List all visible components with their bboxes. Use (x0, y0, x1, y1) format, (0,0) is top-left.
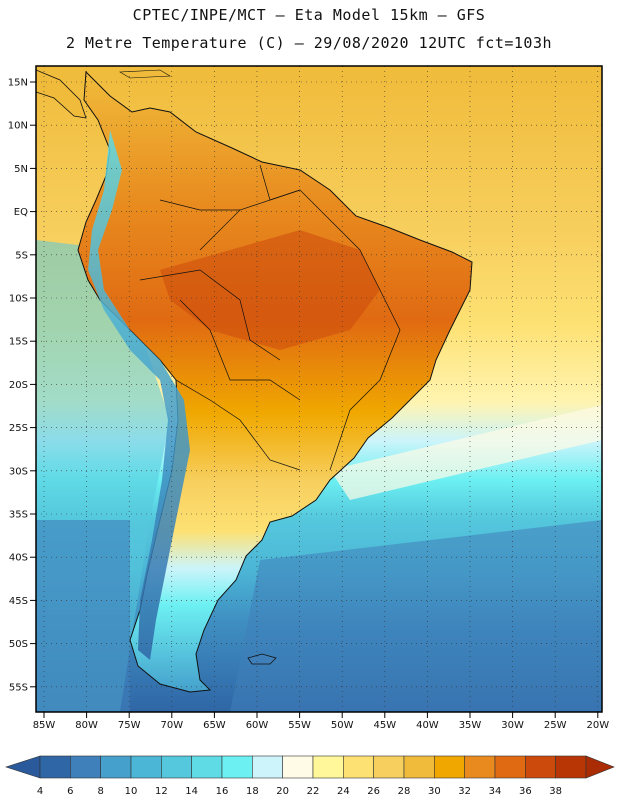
colorbar-swatch (221, 755, 253, 779)
lat-label: 5N (14, 164, 28, 175)
lon-label: 65W (203, 720, 226, 731)
lon-label: 30W (501, 720, 524, 731)
map-frame (35, 65, 603, 713)
colorbar-swatch (464, 755, 496, 779)
colorbar-tick-label: 20 (276, 786, 289, 797)
caribbean-islands (118, 69, 172, 79)
andes-cold-strip (88, 130, 190, 660)
lat-label: 45S (9, 596, 28, 607)
lon-label: 25W (544, 720, 567, 731)
colorbar-tick-label: 30 (428, 786, 441, 797)
lon-label: 50W (331, 720, 354, 731)
colorbar-tick-label: 14 (185, 786, 198, 797)
colorbar-tick-label: 10 (125, 786, 138, 797)
colorbar-swatch (494, 755, 526, 779)
central-america-land (36, 69, 87, 119)
lon-label: 75W (118, 720, 141, 731)
lat-label: 50S (9, 639, 28, 650)
lat-label: 15S (9, 337, 28, 348)
lat-label: EQ (14, 207, 28, 218)
colorbar-tick-label: 24 (337, 786, 350, 797)
amazon-hot-zone (160, 230, 380, 350)
colorbar-swatch (252, 755, 283, 779)
colorbar: 4 6 8 10 12 14 16 18 20 22 24 26 28 30 32 34 36 38 (5, 755, 615, 797)
colorbar-swatch (191, 755, 223, 779)
lat-label: 35S (9, 510, 28, 521)
lat-label: 10S (9, 294, 28, 305)
lon-label: 35W (459, 720, 482, 731)
colorbar-swatch (525, 755, 556, 779)
colorbar-tick-label: 26 (367, 786, 380, 797)
lon-label: 60W (246, 720, 269, 731)
colorbar-tick-label: 18 (246, 786, 259, 797)
colorbar-swatch (343, 755, 374, 779)
lon-label: 40W (416, 720, 439, 731)
colorbar-swatch (70, 755, 101, 779)
longitude-labels: 85W 80W 75W 70W 65W 60W 55W 50W 45W 40W 35W 30W 25W 2… (33, 712, 609, 731)
lat-label: 40S (9, 553, 28, 564)
colorbar-swatch (555, 755, 587, 779)
lat-label: 30S (9, 466, 28, 477)
colorbar-swatch (282, 755, 314, 779)
colorbar-swatch (434, 755, 465, 779)
lon-label: 20W (586, 720, 609, 731)
colorbar-tick-label: 22 (307, 786, 320, 797)
title-line-1: CPTEC/INPE/MCT – Eta Model 15km – GFS (132, 6, 486, 24)
country-borders (139, 164, 401, 471)
colorbar-tick-label: 28 (398, 786, 411, 797)
lon-label: 45W (373, 720, 396, 731)
colorbar-swatch (100, 755, 132, 779)
title-line-2: 2 Metre Temperature (C) – 29/08/2020 12U… (65, 34, 553, 52)
map-field (36, 66, 602, 712)
lat-label: 10N (8, 121, 28, 132)
colorbar-swatch (373, 755, 405, 779)
south-pacific-cold-zone (36, 520, 130, 712)
lat-label: 25S (9, 423, 28, 434)
lat-label: 15N (8, 78, 28, 89)
latitude-labels: 15N 10N 5N EQ 5S 10S 15S 20S 25S 30S 35S 40S 45S 50S 5… (8, 78, 36, 693)
colorbar-tick-label: 32 (458, 786, 471, 797)
colorbar-tick-label: 8 (97, 786, 103, 797)
colorbar-swatch (161, 755, 192, 779)
colorbar-swatch (403, 755, 435, 779)
colorbar-tick-label: 16 (216, 786, 229, 797)
lat-label: 20S (9, 380, 28, 391)
lon-label: 85W (33, 720, 56, 731)
colorbar-tick-label: 34 (489, 786, 502, 797)
lon-label: 80W (75, 720, 98, 731)
falkland-islands (247, 653, 277, 665)
colorbar-tick-label: 4 (37, 786, 43, 797)
lat-label: 5S (15, 250, 28, 261)
lat-label: 55S (9, 682, 28, 693)
colorbar-tick-label: 36 (519, 786, 532, 797)
colorbar-right-arrow (585, 755, 615, 779)
colorbar-swatch (39, 755, 71, 779)
warm-atlantic-band (330, 405, 602, 500)
colorbar-swatch (312, 755, 344, 779)
colorbar-swatch (130, 755, 162, 779)
colorbar-tick-label: 38 (549, 786, 562, 797)
colorbar-tick-label: 6 (67, 786, 73, 797)
south-atlantic-cold-zone (230, 520, 602, 712)
colorbar-tick-label: 12 (155, 786, 168, 797)
lon-label: 70W (160, 720, 183, 731)
lon-label: 55W (288, 720, 311, 731)
colorbar-left-arrow (5, 755, 41, 779)
